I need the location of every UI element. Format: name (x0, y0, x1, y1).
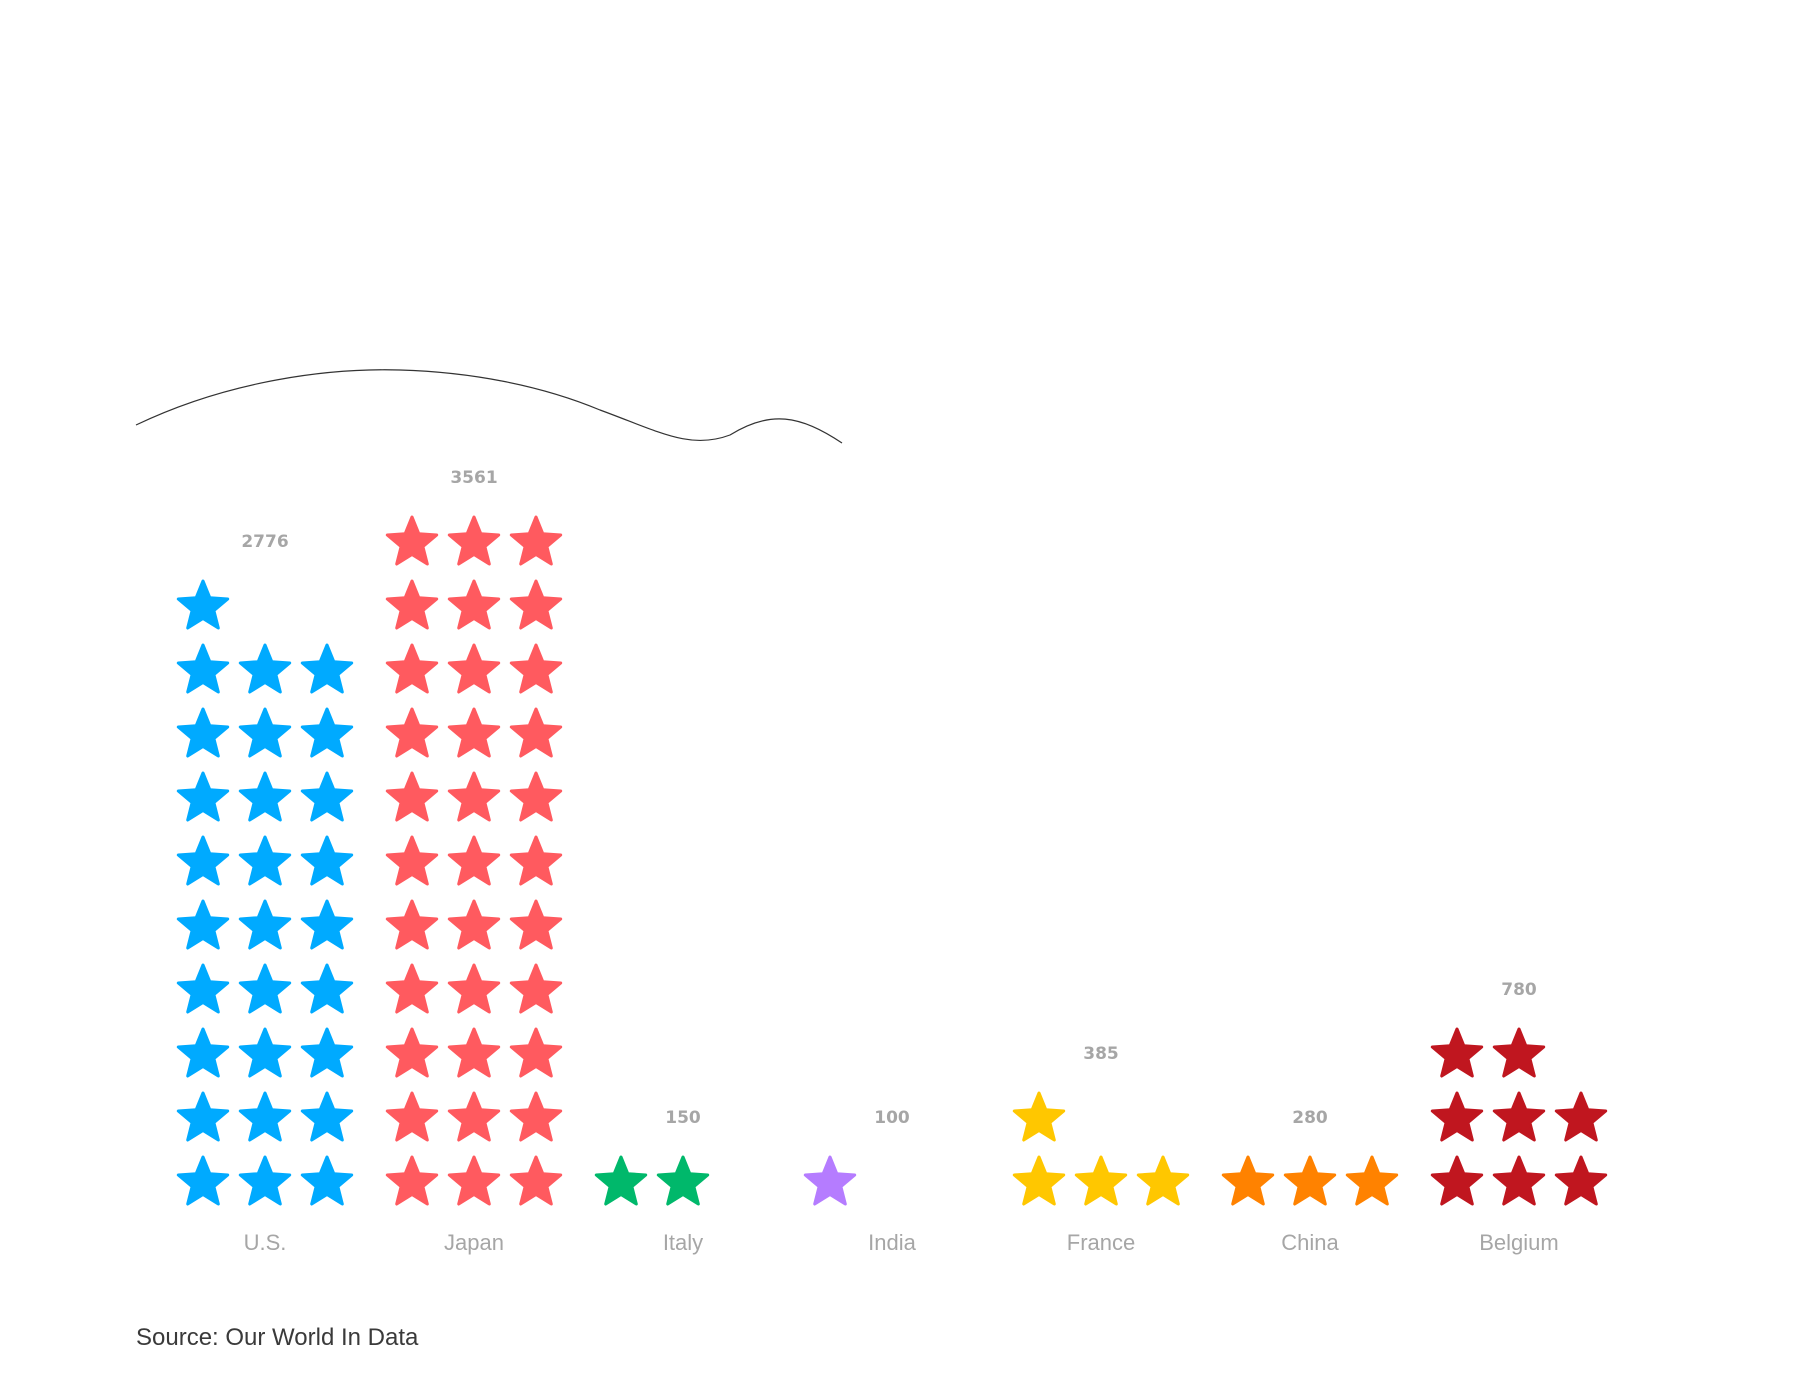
star-icon (594, 1155, 648, 1206)
star-icon (447, 835, 501, 886)
category-label: India (868, 1230, 916, 1255)
data-label: 780 (1501, 980, 1537, 1000)
star-icon (1430, 1155, 1484, 1206)
star-icon (300, 1091, 354, 1142)
star-icon (1221, 1155, 1275, 1206)
star-icon (1074, 1155, 1128, 1206)
star-icon (1492, 1027, 1546, 1078)
star-icon (1430, 1091, 1484, 1142)
star-icon (509, 1091, 563, 1142)
star-icon (447, 1027, 501, 1078)
category-label: Belgium (1479, 1230, 1558, 1255)
star-icon (1136, 1155, 1190, 1206)
star-icon (447, 707, 501, 758)
star-icon (509, 515, 563, 566)
star-icon (238, 643, 292, 694)
star-icon (238, 1091, 292, 1142)
star-icon (300, 835, 354, 886)
star-icon (509, 963, 563, 1014)
star-icon (300, 643, 354, 694)
star-icon (300, 899, 354, 950)
category-label: Italy (663, 1230, 703, 1255)
source-note: Source: Our World In Data (136, 1324, 419, 1351)
star-icon (238, 771, 292, 822)
star-icon (447, 963, 501, 1014)
star-icon (300, 707, 354, 758)
star-icon (1012, 1155, 1066, 1206)
star-icon (656, 1155, 710, 1206)
star-icon (385, 835, 439, 886)
star-icon (176, 963, 230, 1014)
category-label: Japan (444, 1230, 504, 1255)
data-label: 2776 (241, 532, 288, 552)
star-icon (385, 579, 439, 630)
data-label: 100 (874, 1108, 910, 1128)
star-icon (447, 515, 501, 566)
star-icon (1012, 1091, 1066, 1142)
star-icon (238, 835, 292, 886)
data-label: 280 (1292, 1108, 1328, 1128)
star-icon (176, 771, 230, 822)
marks-layer: 2776 U.S. 3561 Japan 150 Italy 100 India 385 Fran… (176, 468, 1608, 1255)
star-icon (509, 579, 563, 630)
star-icon (238, 963, 292, 1014)
star-icon (1492, 1091, 1546, 1142)
star-icon (1430, 1027, 1484, 1078)
star-icon (447, 1155, 501, 1206)
star-icon (385, 1155, 439, 1206)
star-icon (509, 899, 563, 950)
star-icon (1283, 1155, 1337, 1206)
star-icon (300, 1155, 354, 1206)
star-icon (385, 1091, 439, 1142)
star-icon (385, 1027, 439, 1078)
star-icon (238, 707, 292, 758)
decorative-curve (135, 369, 843, 444)
star-icon (176, 835, 230, 886)
star-icon (509, 835, 563, 886)
data-label: 150 (665, 1108, 701, 1128)
star-icon (300, 1027, 354, 1078)
star-icon (176, 707, 230, 758)
star-icon (176, 643, 230, 694)
star-icon (300, 771, 354, 822)
star-icon (447, 899, 501, 950)
star-icon (385, 515, 439, 566)
star-icon (238, 899, 292, 950)
data-label: 3561 (450, 468, 497, 488)
star-icon (385, 963, 439, 1014)
star-icon (176, 579, 230, 630)
star-icon (385, 643, 439, 694)
star-icon (385, 899, 439, 950)
star-icon (1554, 1155, 1608, 1206)
data-label: 385 (1083, 1044, 1119, 1064)
star-icon (238, 1155, 292, 1206)
category-label: France (1067, 1230, 1135, 1255)
category-label: China (1281, 1230, 1339, 1255)
star-icon (509, 1155, 563, 1206)
star-icon (1345, 1155, 1399, 1206)
star-icon (509, 643, 563, 694)
star-icon (176, 1091, 230, 1142)
category-label: U.S. (244, 1230, 287, 1255)
star-icon (447, 771, 501, 822)
star-icon (509, 1027, 563, 1078)
star-icon (1492, 1155, 1546, 1206)
star-icon (447, 643, 501, 694)
star-icon (803, 1155, 857, 1206)
star-icon (1554, 1091, 1608, 1142)
star-icon (447, 579, 501, 630)
star-icon (385, 771, 439, 822)
star-icon (238, 1027, 292, 1078)
star-icon (447, 1091, 501, 1142)
star-icon (300, 963, 354, 1014)
star-icon (509, 771, 563, 822)
star-icon (176, 1155, 230, 1206)
star-icon (509, 707, 563, 758)
star-icon (176, 899, 230, 950)
star-icon (385, 707, 439, 758)
star-icon (176, 1027, 230, 1078)
